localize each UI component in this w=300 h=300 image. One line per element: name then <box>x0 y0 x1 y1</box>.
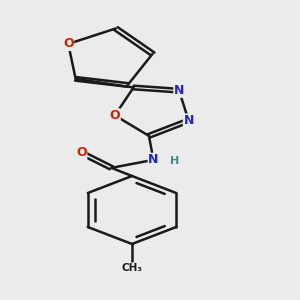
Text: O: O <box>63 38 74 50</box>
Text: H: H <box>170 156 179 166</box>
Text: O: O <box>110 109 120 122</box>
Text: N: N <box>183 114 194 127</box>
Text: N: N <box>148 153 159 167</box>
Text: N: N <box>174 84 184 97</box>
Text: CH₃: CH₃ <box>122 263 142 273</box>
Text: O: O <box>76 146 87 159</box>
